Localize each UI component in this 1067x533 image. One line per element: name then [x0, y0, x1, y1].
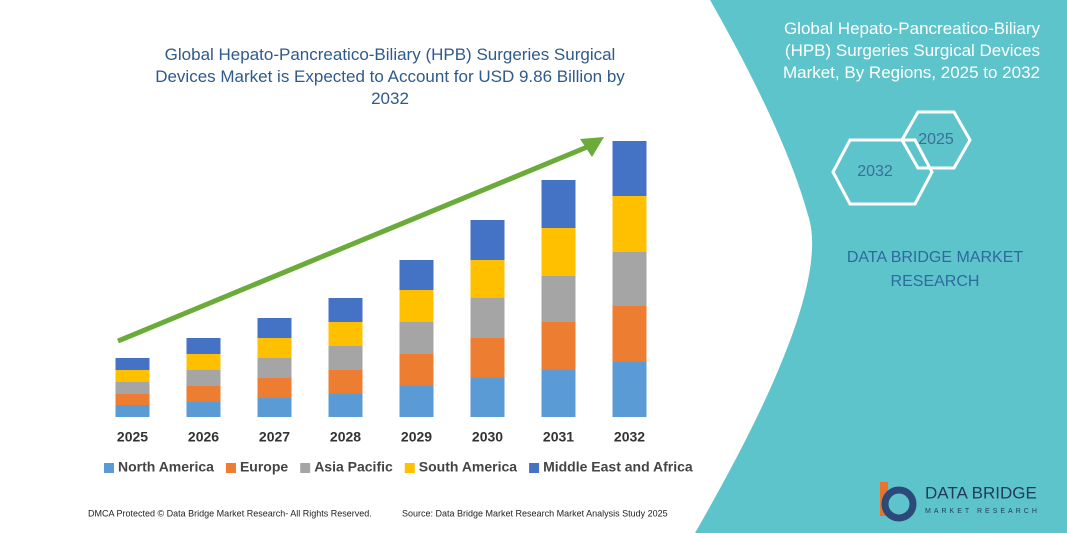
- bar-segment: [115, 394, 150, 405]
- bar-segment: [257, 378, 292, 398]
- legend-swatch: [404, 463, 415, 473]
- bar-segment: [328, 298, 363, 322]
- hexagon: [831, 138, 934, 206]
- bar-segment: [470, 338, 505, 378]
- bar-segment: [257, 338, 292, 358]
- bar-segment: [186, 338, 221, 354]
- bar-segment: [328, 394, 363, 417]
- x-tick-label: 2031: [543, 429, 574, 445]
- bar-segment: [115, 370, 150, 382]
- legend-label: Asia Pacific: [314, 459, 393, 475]
- bar-segment: [328, 346, 363, 370]
- bar-segment: [541, 322, 576, 370]
- bar-segment: [612, 141, 647, 196]
- bar-segment: [186, 386, 221, 402]
- logo-name: DATA BRIDGE: [925, 483, 1037, 502]
- bar-segment: [612, 196, 647, 252]
- side-panel: [695, 0, 1067, 533]
- bar-segment: [470, 260, 505, 298]
- bar-segment: [399, 354, 434, 386]
- bar-segment: [257, 358, 292, 378]
- hex-label: 2032: [857, 163, 893, 180]
- legend-swatch: [225, 463, 236, 473]
- x-tick-label: 2026: [188, 429, 219, 445]
- legend-swatch: [529, 463, 540, 473]
- bar-segment: [399, 260, 434, 290]
- bar-segment: [612, 306, 647, 362]
- logo-tagline: MARKET RESEARCH: [925, 508, 1040, 515]
- bar-segment: [186, 402, 221, 417]
- bar-segment: [399, 290, 434, 322]
- bar-segment: [186, 370, 221, 386]
- legend-swatch: [104, 463, 114, 473]
- hexagon: [900, 110, 972, 170]
- bar-segment: [399, 386, 434, 417]
- footer-right: Source: Data Bridge Market Research Mark…: [402, 508, 668, 518]
- bar-segment: [470, 378, 505, 417]
- footer-left: DMCA Protected © Data Bridge Market Rese…: [88, 508, 372, 518]
- bar-segment: [115, 358, 150, 370]
- hex-label: 2025: [918, 131, 954, 148]
- bar-segment: [399, 322, 434, 354]
- bar-segment: [470, 298, 505, 338]
- x-tick-label: 2027: [259, 429, 290, 445]
- x-tick-label: 2028: [330, 429, 361, 445]
- bar-segment: [186, 354, 221, 370]
- bar-segment: [328, 370, 363, 394]
- chart-title: Global Hepato-Pancreatico-Biliary (HPB) …: [155, 45, 625, 108]
- x-tick-label: 2025: [117, 429, 148, 445]
- bar-segment: [257, 398, 292, 417]
- legend-label: Europe: [240, 459, 288, 475]
- bar-segment: [328, 322, 363, 346]
- x-tick-label: 2029: [401, 429, 432, 445]
- trend-arrow: [117, 142, 593, 344]
- bar-segment: [115, 405, 150, 417]
- bar-segment: [541, 370, 576, 417]
- legend-label: North America: [118, 459, 214, 475]
- bar-segment: [541, 228, 576, 276]
- panel-title: Global Hepato-Pancreatico-Biliary (HPB) …: [782, 19, 1040, 82]
- bar-segment: [541, 276, 576, 322]
- arrow-head: [580, 137, 604, 157]
- x-tick-label: 2032: [614, 429, 645, 445]
- panel-brand: DATA BRIDGE MARKET RESEARCH: [846, 249, 1024, 290]
- bar-segment: [115, 382, 150, 394]
- legend-swatch: [300, 463, 311, 473]
- bar-segment: [257, 318, 292, 338]
- x-tick-label: 2030: [472, 429, 503, 445]
- bar-segment: [541, 180, 576, 228]
- legend-label: South America: [419, 459, 517, 475]
- logo-icon: [880, 482, 917, 522]
- bar-segment: [612, 362, 647, 417]
- legend-label: Middle East and Africa: [543, 459, 693, 475]
- bar-segment: [612, 252, 647, 306]
- bar-segment: [470, 220, 505, 260]
